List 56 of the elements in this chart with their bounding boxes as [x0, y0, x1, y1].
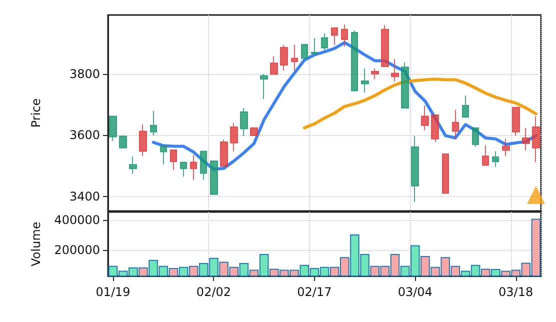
candlestick [351, 30, 358, 92]
candlestick [331, 27, 338, 46]
candlestick [421, 104, 429, 131]
candlestick [532, 116, 540, 163]
candlestick [220, 139, 228, 167]
candlestick [512, 106, 520, 136]
candlestick [270, 56, 278, 75]
candlestick [200, 150, 207, 180]
candlestick [452, 109, 459, 140]
x-tick-label: 01/19 [96, 285, 130, 299]
candlestick [462, 95, 469, 118]
candlestick [361, 68, 369, 94]
candlestick [280, 44, 288, 72]
y-tick-label: 3400 [69, 190, 100, 204]
candlestick [210, 160, 218, 195]
x-tick-label: 03/18 [498, 285, 534, 299]
candlestick [502, 138, 510, 157]
candlestick [129, 156, 137, 174]
candlestick [190, 154, 197, 181]
candlestick [442, 153, 449, 194]
line-series [302, 78, 538, 130]
candlestick [160, 146, 167, 165]
y-axis-title: Price [29, 98, 43, 128]
x-tick-label: 03/04 [398, 285, 432, 299]
candlestick [109, 116, 117, 142]
x-tick-label: 02/02 [196, 285, 232, 299]
candlestick [260, 73, 268, 100]
candlestick [482, 144, 489, 166]
candlestick [371, 68, 379, 80]
candlestick [391, 58, 399, 82]
candlestick [240, 107, 248, 137]
candlestick [291, 44, 298, 72]
candlestick [431, 114, 439, 142]
candlestick [180, 162, 187, 178]
y-axis-title: Volume [29, 222, 43, 266]
candlestick [230, 122, 238, 152]
candlestick [472, 127, 479, 148]
candlestick [321, 32, 328, 50]
x-tick-label: 02/17 [297, 285, 332, 299]
y-tick-label: 3800 [69, 66, 100, 81]
candlestick [139, 124, 147, 157]
candlestick [411, 136, 419, 202]
candlestick [341, 24, 348, 48]
y-tick-label: 200000 [54, 242, 100, 257]
candlestick [150, 110, 157, 136]
candlestick [401, 62, 409, 108]
y-tick-label: 3600 [69, 128, 100, 142]
candlestick [381, 24, 389, 68]
candlestick [311, 38, 318, 56]
candlestick [119, 136, 127, 148]
candlestick [170, 149, 177, 170]
y-tick-label: 400000 [54, 213, 100, 228]
candlestick [301, 44, 308, 59]
candlestick [492, 150, 499, 168]
candlestick [522, 127, 530, 151]
candlestick [250, 127, 258, 136]
